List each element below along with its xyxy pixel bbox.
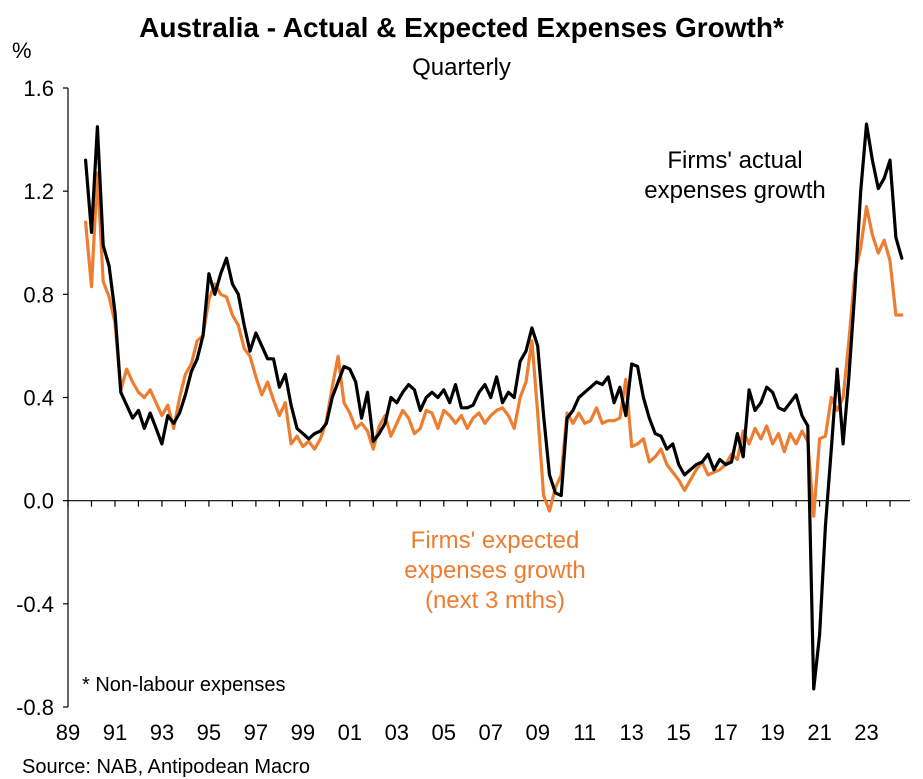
expected-label-line-3: (next 3 mths): [424, 587, 566, 614]
x-tick-label: 07: [479, 720, 503, 745]
x-tick-label: 03: [385, 720, 409, 745]
chart-title: Australia - Actual & Expected Expenses G…: [139, 12, 784, 43]
y-axis-unit-label: %: [12, 38, 32, 63]
y-tick-label: 0.0: [23, 489, 54, 514]
y-tick-label: 1.2: [23, 179, 54, 204]
x-tick-label: 99: [291, 720, 315, 745]
y-tick-label: -0.8: [16, 695, 54, 720]
x-tick-label: 05: [432, 720, 456, 745]
x-tick-label: 89: [56, 720, 80, 745]
x-tick-label: 93: [150, 720, 174, 745]
x-tick-label: 91: [103, 720, 127, 745]
x-tick-label: 19: [760, 720, 784, 745]
y-tick-label: 0.8: [23, 282, 54, 307]
x-tick-label: 09: [525, 720, 549, 745]
x-tick-label: 01: [338, 720, 362, 745]
y-tick-label: 1.6: [23, 76, 54, 101]
y-tick-label: 0.4: [23, 386, 54, 411]
source-note: Source: NAB, Antipodean Macro: [22, 756, 310, 778]
x-tick-label: 15: [666, 720, 690, 745]
actual-series-label: Firms' actual expenses growth: [600, 146, 870, 206]
footnote: * Non-labour expenses: [82, 674, 286, 696]
expected-series-label: Firms' expected expenses growth (next 3 …: [360, 526, 630, 616]
chart-axes: 1.6 1.2 0.8 0.4 0.0 -0.4 -0.889 91 93 95 97 99 01 03 0…: [16, 76, 910, 745]
actual-expenses-series-line: [83, 122, 904, 691]
series-layer: [83, 122, 904, 691]
chart-subtitle: Quarterly: [412, 54, 511, 81]
actual-label-line-2: expenses growth: [644, 177, 826, 204]
x-tick-label: 97: [244, 720, 268, 745]
x-tick-label: 17: [713, 720, 737, 745]
actual-label-line-1: Firms' actual: [667, 147, 803, 174]
expected-label-line-1: Firms' expected: [410, 527, 580, 554]
x-tick-label: 23: [854, 720, 878, 745]
expected-label-line-2: expenses growth: [404, 557, 586, 584]
y-tick-label: -0.4: [16, 592, 54, 617]
expected-expenses-series-line: [83, 171, 904, 518]
x-tick-label: 11: [573, 720, 596, 745]
x-tick-label: 21: [807, 720, 831, 745]
x-tick-label: 95: [197, 720, 221, 745]
x-tick-label: 13: [619, 720, 643, 745]
